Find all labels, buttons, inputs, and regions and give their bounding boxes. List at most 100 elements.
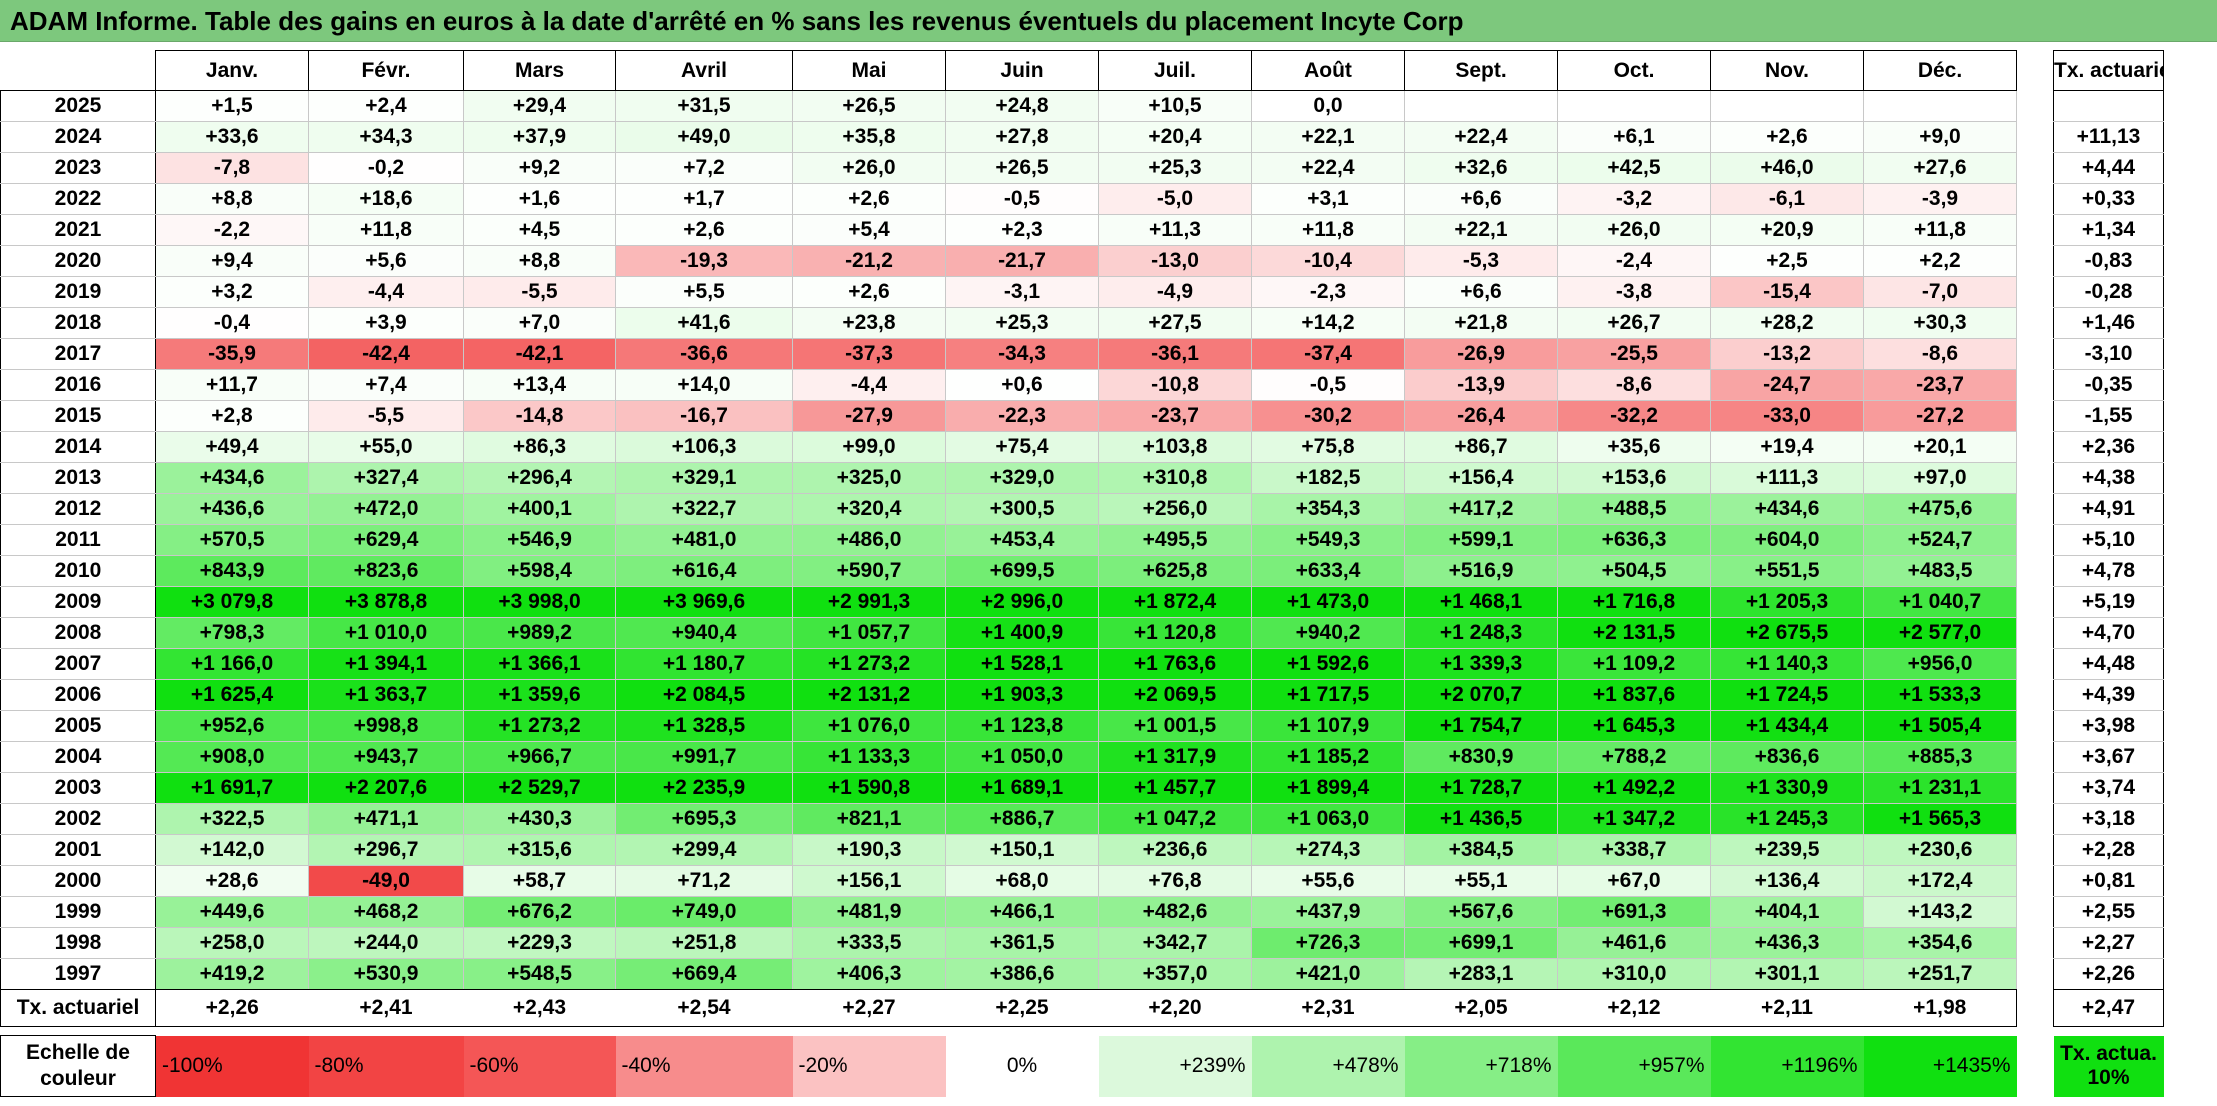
month-header: Juin (945, 50, 1099, 91)
gain-cell: +26,0 (1557, 214, 1711, 246)
monthly-rate-cell: +2,20 (1098, 989, 1252, 1027)
annual-rate-cell: -0,83 (2053, 245, 2164, 277)
gain-cell: +1 716,8 (1557, 586, 1711, 618)
gain-cell: +956,0 (1863, 648, 2017, 680)
column-gap (2016, 152, 2054, 184)
gain-cell: +190,3 (792, 834, 946, 866)
gain-cell: -5,3 (1404, 245, 1558, 277)
gain-cell: +26,5 (792, 90, 946, 122)
gain-cell (1863, 90, 2017, 122)
color-scale-swatch: -20% (792, 1035, 946, 1097)
gain-cell: +516,9 (1404, 555, 1558, 587)
gain-cell: +943,7 (308, 741, 464, 773)
annual-rate-cell: -0,28 (2053, 276, 2164, 308)
gain-cell: +384,5 (1404, 834, 1558, 866)
annual-rate-cell: +2,55 (2053, 896, 2164, 928)
gain-cell: +26,0 (792, 152, 946, 184)
gain-cell: +598,4 (463, 555, 616, 587)
gain-cell: -3,2 (1557, 183, 1711, 215)
year-label: 2000 (0, 865, 156, 897)
gain-cell: +251,8 (615, 927, 793, 959)
gain-cell: +20,9 (1710, 214, 1864, 246)
annual-rate-cell: +4,44 (2053, 152, 2164, 184)
gain-cell: +3,2 (155, 276, 309, 308)
gain-cell: +325,0 (792, 462, 946, 494)
gain-cell: +329,1 (615, 462, 793, 494)
gain-cell: -8,6 (1863, 338, 2017, 370)
year-label: 2023 (0, 152, 156, 184)
table-row: 2017 -35,9 -42,4 -42,1 -36,6 -37,3 -34,3 -36,1-… (0, 338, 2164, 370)
gain-cell: +1 231,1 (1863, 772, 2017, 804)
column-gap (2016, 90, 2054, 122)
month-header: Mai (792, 50, 946, 91)
gain-cell: +2 069,5 (1098, 679, 1252, 711)
gain-cell: +1 394,1 (308, 648, 464, 680)
table-row: 2008 +798,3 +1 010,0 +989,2 +940,4 +1 057,7 +1… (0, 617, 2164, 649)
gain-cell: +20,4 (1098, 121, 1252, 153)
gain-cell: +1 185,2 (1251, 741, 1405, 773)
monthly-rate-cell: +2,26 (155, 989, 309, 1027)
table-row: 2018 -0,4 +3,9 +7,0 +41,6 +23,8 +25,3 +27,5 +14,… (0, 307, 2164, 339)
gain-cell: +23,8 (792, 307, 946, 339)
gain-cell: +153,6 (1557, 462, 1711, 494)
year-label: 2018 (0, 307, 156, 339)
annual-rate-cell: +1,34 (2053, 214, 2164, 246)
gain-cell: +567,6 (1404, 896, 1558, 928)
gain-cell: +1 273,2 (463, 710, 616, 742)
monthly-rate-cell: +1,98 (1863, 989, 2017, 1027)
gain-cell: -32,2 (1557, 400, 1711, 432)
gain-cell: -3,8 (1557, 276, 1711, 308)
gain-cell: +42,5 (1557, 152, 1711, 184)
gain-cell: +1 057,7 (792, 617, 946, 649)
gain-cell: +67,0 (1557, 865, 1711, 897)
year-label: 1998 (0, 927, 156, 959)
gain-cell: +1 328,5 (615, 710, 793, 742)
gain-cell (1404, 90, 1558, 122)
gain-cell: +1 492,2 (1557, 772, 1711, 804)
gain-cell: +2 084,5 (615, 679, 793, 711)
gain-cell: +437,9 (1251, 896, 1405, 928)
gain-cell: +103,8 (1098, 431, 1252, 463)
gain-cell: -36,6 (615, 338, 793, 370)
gain-cell: +11,3 (1098, 214, 1252, 246)
gain-cell: +31,5 (615, 90, 793, 122)
gain-cell: +27,5 (1098, 307, 1252, 339)
color-scale-swatch: -80% (308, 1035, 464, 1097)
gain-cell: +1 133,3 (792, 741, 946, 773)
gain-cell: +430,3 (463, 803, 616, 835)
gain-cell: +830,9 (1404, 741, 1558, 773)
gain-cell: +4,5 (463, 214, 616, 246)
gain-cell: -3,9 (1863, 183, 2017, 215)
year-label: 2007 (0, 648, 156, 680)
gain-cell: +19,4 (1710, 431, 1864, 463)
gain-cell: +322,5 (155, 803, 309, 835)
gain-cell: +1 400,9 (945, 617, 1099, 649)
year-label: 2004 (0, 741, 156, 773)
gain-cell: +5,6 (308, 245, 464, 277)
gain-cell: +2,4 (308, 90, 464, 122)
gain-cell: +788,2 (1557, 741, 1711, 773)
gain-cell: -21,7 (945, 245, 1099, 277)
gain-cell: +1 837,6 (1557, 679, 1711, 711)
gain-cell: +283,1 (1404, 958, 1558, 990)
gain-cell: -7,0 (1863, 276, 2017, 308)
corner-cell (0, 50, 156, 91)
table-row: 2020 +9,4 +5,6 +8,8 -19,3 -21,2 -21,7 -13,0 -10,… (0, 245, 2164, 277)
gain-cell: +636,3 (1557, 524, 1711, 556)
gain-cell: +1 592,6 (1251, 648, 1405, 680)
gain-cell: +1 691,7 (155, 772, 309, 804)
gain-cell: +86,7 (1404, 431, 1558, 463)
gain-cell: -22,3 (945, 400, 1099, 432)
gain-cell: +8,8 (463, 245, 616, 277)
annual-rate-cell: +0,33 (2053, 183, 2164, 215)
annual-rate-cell: +2,36 (2053, 431, 2164, 463)
annual-rate-cell: +2,27 (2053, 927, 2164, 959)
gain-cell: +310,8 (1098, 462, 1252, 494)
gain-cell: +475,6 (1863, 493, 2017, 525)
gain-cell: +3 969,6 (615, 586, 793, 618)
gain-cell: +699,1 (1404, 927, 1558, 959)
year-label: 1999 (0, 896, 156, 928)
monthly-rate-cell: +2,27 (792, 989, 946, 1027)
year-label: 2010 (0, 555, 156, 587)
column-gap (2016, 834, 2054, 866)
